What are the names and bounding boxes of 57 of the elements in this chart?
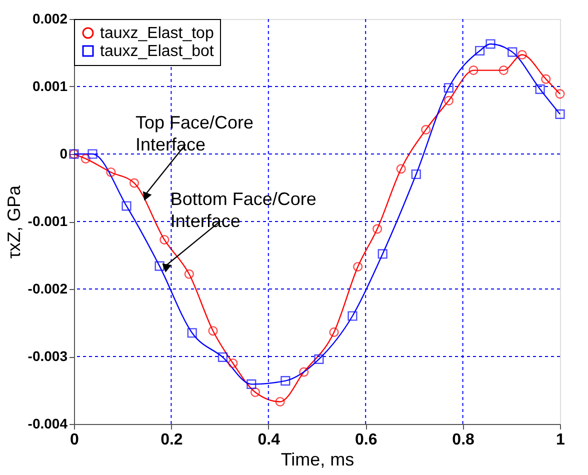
y-tick-label: -0.001 (28, 213, 68, 229)
x-tick-label: 0.6 (354, 432, 378, 448)
y-axis-title: τxZ, GPa (4, 184, 24, 259)
x-axis-title: Time, ms (280, 450, 354, 470)
point (535, 84, 545, 94)
point (184, 269, 194, 279)
point (348, 311, 358, 321)
point (80, 154, 90, 164)
point (444, 96, 454, 106)
point (486, 39, 496, 49)
point (555, 89, 565, 99)
y-tick-label: -0.004 (28, 416, 68, 432)
point (246, 379, 256, 389)
x-tick-label: 1 (556, 432, 566, 448)
point (106, 167, 116, 177)
point (154, 261, 164, 271)
point (541, 74, 551, 84)
point (555, 109, 565, 119)
point (129, 178, 140, 188)
y-tick-label: 0.001 (32, 78, 68, 94)
point (299, 367, 309, 377)
legend-label: tauxz_Elast_bot (100, 43, 214, 60)
point (187, 328, 197, 338)
point (314, 354, 324, 364)
point (275, 396, 285, 406)
y-tick-label: 0.002 (32, 10, 68, 26)
x-tick-label: 0.8 (452, 432, 475, 448)
annotation: Bottom Face/Core Interface (170, 189, 316, 232)
point (228, 358, 238, 368)
point (421, 124, 431, 134)
legend-label: tauxz_Elast_top (100, 25, 214, 42)
x-tick-label: 0.4 (258, 432, 280, 448)
point (250, 388, 260, 398)
point (517, 50, 527, 60)
point (329, 327, 339, 337)
y-tick-label: -0.003 (28, 348, 68, 364)
point (353, 262, 363, 272)
point (411, 169, 421, 180)
annotation: Top Face/Core Interface (135, 112, 254, 154)
point (468, 66, 478, 76)
y-tick-label: -0.002 (28, 280, 68, 296)
point (280, 376, 290, 386)
point (372, 224, 382, 234)
point (160, 234, 170, 244)
point (475, 46, 485, 56)
point (88, 149, 98, 159)
point (378, 249, 388, 259)
point (508, 47, 518, 57)
y-tick-label: 0 (60, 146, 68, 162)
point (444, 83, 454, 93)
point (122, 201, 132, 211)
x-tick-label: 0 (70, 432, 80, 448)
point (208, 326, 218, 336)
point (218, 352, 228, 362)
point (498, 66, 508, 76)
x-tick-label: 0.2 (160, 432, 183, 448)
point (396, 164, 406, 174)
